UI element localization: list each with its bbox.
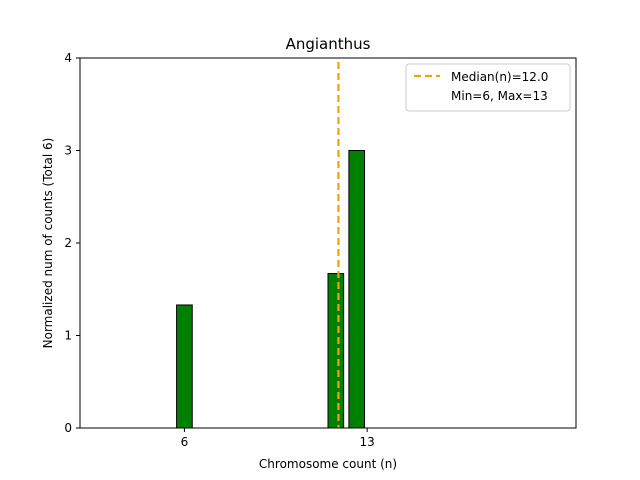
y-tick-label-1: 1 — [64, 329, 72, 343]
y-tick-label-2: 2 — [64, 236, 72, 250]
legend: Median(n)=12.0 Min=6, Max=13 — [405, 63, 571, 112]
chart-title: Angianthus — [286, 35, 371, 53]
y-axis-label: Normalized num of counts (Total 6) — [41, 138, 55, 349]
x-tick-label-6: 6 — [181, 435, 189, 449]
bar-2 — [348, 150, 366, 429]
bar-1 — [327, 273, 345, 429]
x-axis-label: Chromosome count (n) — [259, 457, 397, 471]
bar-0 — [176, 304, 193, 429]
y-tick-label-3: 3 — [64, 144, 72, 158]
legend-entry-minmax: Min=6, Max=13 — [451, 89, 548, 103]
y-tick-label-0: 0 — [64, 421, 72, 435]
bars-group — [176, 150, 366, 429]
legend-box — [405, 63, 571, 112]
y-axis-ticks: 0 1 2 3 4 — [64, 51, 80, 435]
x-tick-label-13: 13 — [360, 435, 375, 449]
y-tick-label-4: 4 — [64, 51, 72, 65]
x-axis-ticks: 6 13 — [181, 428, 375, 449]
legend-entry-median: Median(n)=12.0 — [451, 70, 548, 84]
